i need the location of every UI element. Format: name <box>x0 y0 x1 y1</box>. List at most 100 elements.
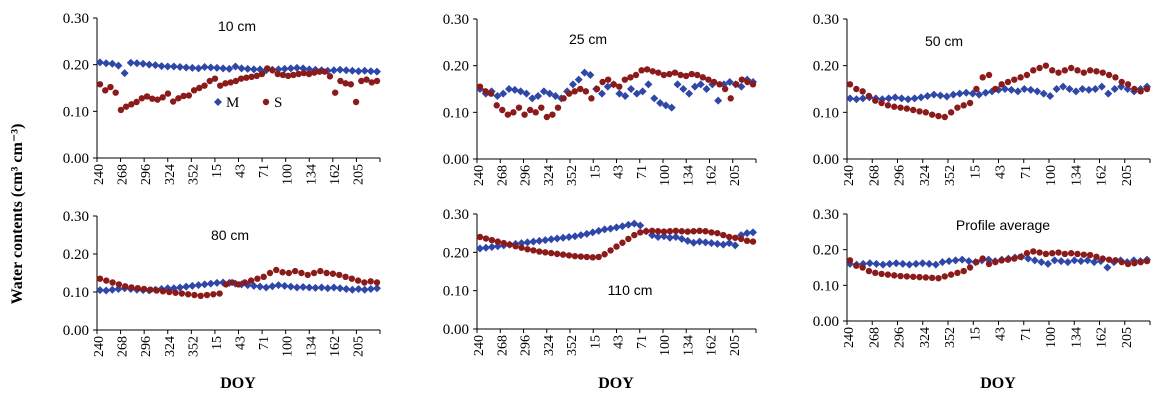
data-point-S <box>347 81 355 88</box>
data-point-M <box>1097 82 1106 91</box>
panel-title: 25 cm <box>569 31 607 47</box>
data-point-S <box>1017 253 1024 260</box>
x-tick-label: 162 <box>1095 327 1110 348</box>
data-point-S <box>909 273 917 280</box>
data-point-S <box>733 81 740 88</box>
data-point-M <box>1084 85 1093 94</box>
data-point-M <box>1026 85 1035 94</box>
data-point-M <box>108 59 117 68</box>
data-point-S <box>180 92 187 100</box>
data-point-S <box>688 70 695 78</box>
data-point-M <box>182 63 191 72</box>
x-tick-label: 43 <box>234 164 249 178</box>
data-point-S <box>1112 257 1119 264</box>
data-point-M <box>311 283 320 292</box>
data-point-S <box>254 275 261 282</box>
data-point-S <box>122 103 130 110</box>
data-point-S <box>361 279 368 286</box>
data-point-S <box>149 95 156 102</box>
x-tick-label: 15 <box>588 165 603 179</box>
y-tick-label: 0.30 <box>443 207 469 223</box>
data-point-S <box>482 235 490 242</box>
data-point-S <box>1067 250 1075 257</box>
data-point-M <box>510 85 519 94</box>
data-point-M <box>586 71 595 79</box>
x-tick-label: 240 <box>472 335 487 356</box>
data-point-M <box>1007 85 1016 94</box>
panel-title: 10 cm <box>218 18 256 34</box>
data-point-S <box>625 235 632 243</box>
x-tick-label: 240 <box>472 165 487 186</box>
data-point-S <box>554 104 562 111</box>
x-tick-label: 240 <box>842 327 857 348</box>
data-point-S <box>582 88 590 95</box>
data-point-S <box>891 103 898 110</box>
data-point-M <box>606 224 615 233</box>
data-point-S <box>903 105 911 112</box>
data-point-S <box>738 76 746 83</box>
data-point-S <box>367 278 374 285</box>
data-point-S <box>153 287 160 294</box>
data-point-M <box>231 62 240 71</box>
legend-marker-S <box>262 98 270 106</box>
data-point-S <box>1055 69 1062 76</box>
x-tick-label: 240 <box>92 164 107 185</box>
data-point-S <box>666 70 673 78</box>
data-point-S <box>992 85 999 93</box>
data-point-S <box>1131 260 1138 267</box>
data-point-S <box>1137 88 1144 95</box>
x-tick-label: 71 <box>1019 327 1034 341</box>
x-tick-label: 205 <box>728 165 743 186</box>
data-point-S <box>337 77 344 85</box>
data-point-M <box>499 89 508 98</box>
data-point-S <box>530 247 537 254</box>
x-tick-label: 162 <box>1095 165 1110 186</box>
data-point-M <box>323 284 332 293</box>
data-point-M <box>545 89 554 98</box>
data-point-S <box>518 244 525 251</box>
data-point-S <box>109 279 116 286</box>
data-point-S <box>363 76 370 83</box>
data-point-S <box>878 99 885 107</box>
data-point-M <box>618 222 627 231</box>
data-point-S <box>853 262 860 269</box>
x-tick-label: 324 <box>918 165 933 186</box>
data-point-M <box>286 64 295 73</box>
data-point-S <box>373 77 381 85</box>
data-point-S <box>694 71 701 79</box>
data-point-S <box>310 269 318 277</box>
data-point-S <box>973 85 980 93</box>
data-point-S <box>954 104 961 111</box>
data-point-S <box>1105 256 1113 263</box>
data-point-S <box>235 281 242 288</box>
data-point-M <box>725 239 734 248</box>
data-point-S <box>266 269 274 277</box>
data-point-S <box>846 81 854 88</box>
data-point-S <box>311 69 318 76</box>
data-point-M <box>1103 263 1112 272</box>
data-point-M <box>570 232 579 241</box>
data-point-S <box>285 269 293 277</box>
data-point-S <box>107 83 114 91</box>
data-point-S <box>201 82 208 89</box>
data-point-S <box>928 111 936 118</box>
data-point-S <box>506 241 513 248</box>
panel-title: 80 cm <box>211 227 249 243</box>
data-point-S <box>197 292 204 299</box>
data-point-M <box>292 283 301 292</box>
x-tick-label: 205 <box>728 335 743 356</box>
data-point-M <box>243 64 252 73</box>
data-point-M <box>1078 85 1087 93</box>
data-point-S <box>731 234 739 241</box>
data-point-M <box>858 94 867 103</box>
data-point-S <box>143 93 151 100</box>
data-point-S <box>947 109 955 116</box>
x-tick-label: 352 <box>186 336 201 357</box>
x-tick-label: 296 <box>519 165 534 186</box>
data-point-M <box>102 286 111 295</box>
data-point-S <box>565 90 573 97</box>
data-point-M <box>206 279 215 288</box>
x-tick-label: 162 <box>328 164 343 185</box>
x-tick-label: 268 <box>116 164 131 185</box>
